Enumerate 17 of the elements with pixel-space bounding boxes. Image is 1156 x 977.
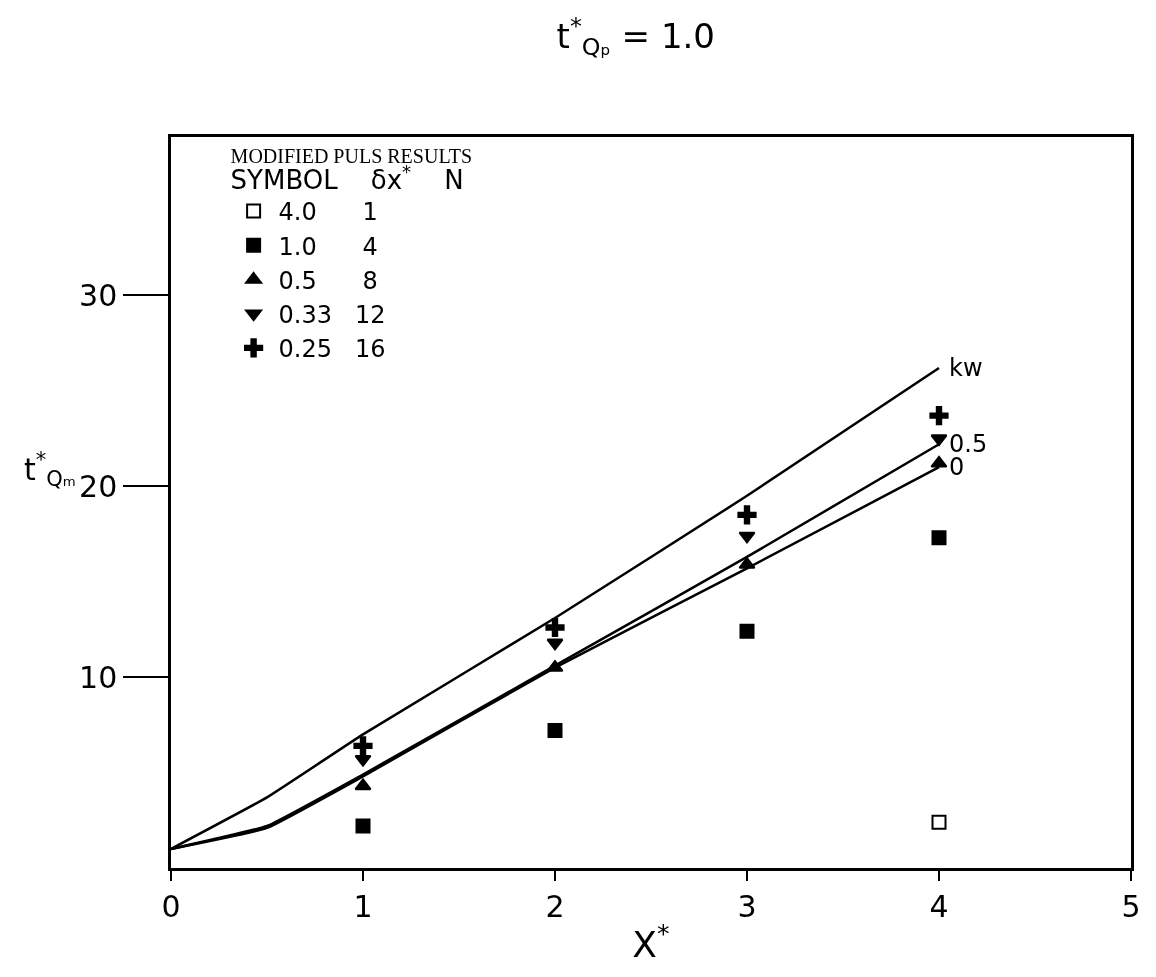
legend-label: 0.5 8 <box>278 266 378 295</box>
y-tick-label: 10 <box>79 659 118 695</box>
x-tick-label: 5 <box>1121 888 1141 924</box>
chart-title: t$^{*}$$_{Qₚ}$ = 1.0 <box>556 11 715 62</box>
y-tick-label: 20 <box>79 468 118 504</box>
x-tick-label: 0 <box>161 888 181 924</box>
x-tick-label: 2 <box>545 888 565 924</box>
legend-label: 4.0 1 <box>278 198 378 227</box>
legend-label: 1.0 4 <box>278 232 378 261</box>
series-label: kw <box>949 354 983 382</box>
legend-label: 0.33 12 <box>278 301 386 330</box>
y-tick-label: 30 <box>79 277 118 313</box>
x-axis-title: X$^{*}$ <box>632 919 670 966</box>
x-tick-label: 4 <box>929 888 949 924</box>
x-tick-label: 1 <box>353 888 373 924</box>
x-tick-label: 3 <box>737 888 757 924</box>
legend-label: 0.25 16 <box>278 335 386 364</box>
